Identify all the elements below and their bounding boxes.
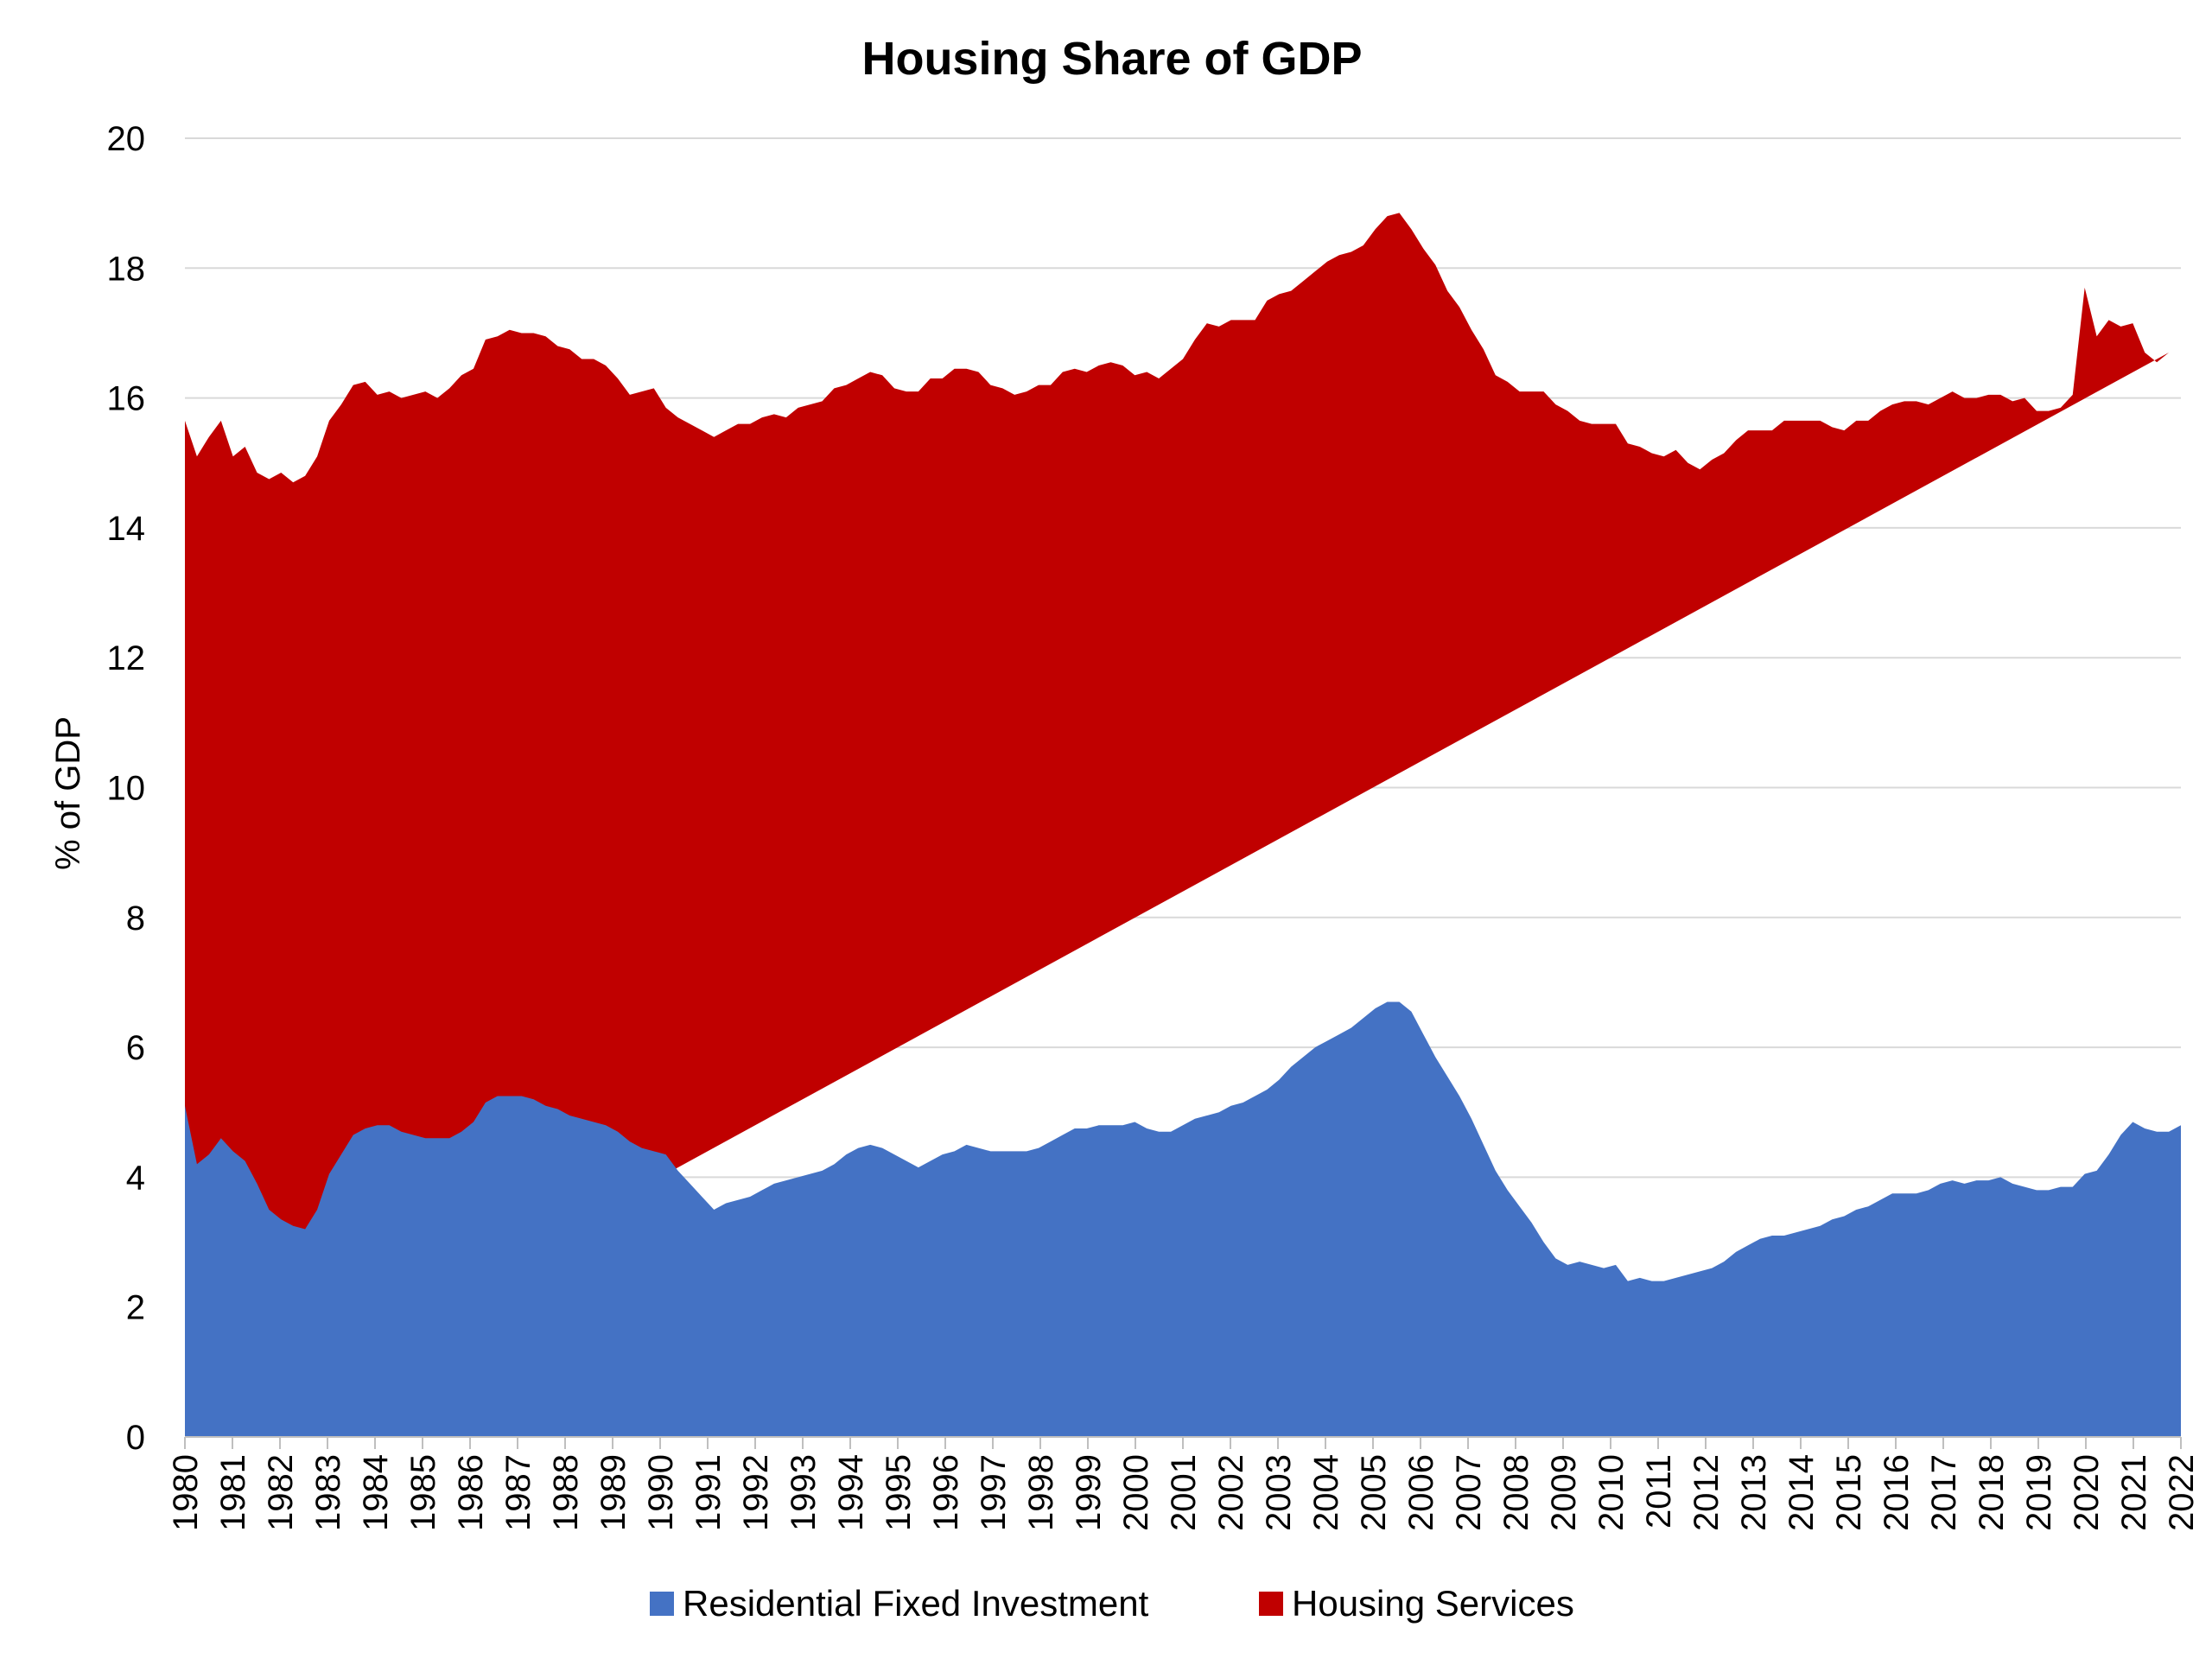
x-tick-label: 2017 bbox=[1925, 1454, 1963, 1531]
x-tick-label: 2014 bbox=[1783, 1454, 1821, 1531]
x-tick-label: 1993 bbox=[785, 1454, 823, 1531]
x-tick-label: 2012 bbox=[1688, 1454, 1726, 1531]
x-tick-label: 2010 bbox=[1592, 1454, 1630, 1531]
y-tick-label: 4 bbox=[126, 1159, 145, 1197]
y-tick-label: 12 bbox=[107, 639, 146, 677]
y-tick-label: 6 bbox=[126, 1029, 145, 1067]
x-tick-label: 1994 bbox=[832, 1454, 870, 1531]
x-tick-label: 2005 bbox=[1355, 1454, 1393, 1531]
x-tick-label: 1996 bbox=[927, 1454, 965, 1531]
x-tick-label: 1988 bbox=[547, 1454, 585, 1531]
y-tick-label: 20 bbox=[107, 120, 146, 158]
series-area-housing-services bbox=[185, 213, 2170, 1438]
legend-swatch bbox=[650, 1592, 674, 1616]
x-tick-label: 2020 bbox=[2068, 1454, 2106, 1531]
x-tick-label: 1986 bbox=[452, 1454, 490, 1531]
x-tick-label: 2022 bbox=[2163, 1454, 2201, 1531]
y-tick-label: 16 bbox=[107, 380, 146, 418]
x-tick-label: 2008 bbox=[1497, 1454, 1535, 1531]
x-tick-label: 1981 bbox=[214, 1454, 252, 1531]
legend: Residential Fixed Investment Housing Serv… bbox=[650, 1583, 1574, 1624]
x-tick-label: 1990 bbox=[642, 1454, 680, 1531]
x-tick-label: 2003 bbox=[1260, 1454, 1298, 1531]
y-axis-label: % of GDP bbox=[49, 716, 87, 870]
x-tick-label: 2009 bbox=[1545, 1454, 1583, 1531]
x-tick-label: 1984 bbox=[357, 1454, 395, 1531]
x-tick-label: 2015 bbox=[1830, 1454, 1868, 1531]
x-tick-label: 1982 bbox=[262, 1454, 300, 1531]
x-tick-label: 2007 bbox=[1450, 1454, 1488, 1531]
x-tick-label: 1995 bbox=[880, 1454, 918, 1531]
x-tick-label: 1991 bbox=[690, 1454, 728, 1531]
x-tick-label: 1987 bbox=[499, 1454, 537, 1531]
legend-label: Residential Fixed Investment bbox=[683, 1583, 1149, 1624]
x-tick-label: 2004 bbox=[1307, 1454, 1345, 1531]
legend-swatch bbox=[1259, 1592, 1283, 1616]
x-tick-label: 2013 bbox=[1735, 1454, 1773, 1531]
x-tick-label: 2018 bbox=[1973, 1454, 2011, 1531]
x-tick-label: 2002 bbox=[1212, 1454, 1250, 1531]
x-tick-label: 1999 bbox=[1070, 1454, 1108, 1531]
x-tick-label: 2021 bbox=[2115, 1454, 2153, 1531]
x-tick-label: 2001 bbox=[1165, 1454, 1203, 1531]
x-tick-label: 1980 bbox=[167, 1454, 205, 1531]
area-series bbox=[185, 213, 2181, 1438]
x-tick-label: 2000 bbox=[1117, 1454, 1155, 1531]
y-tick-label: 0 bbox=[126, 1419, 145, 1457]
x-tick-label: 2016 bbox=[1878, 1454, 1916, 1531]
y-tick-label: 18 bbox=[107, 250, 146, 288]
x-tick-label: 1992 bbox=[737, 1454, 775, 1531]
legend-label: Housing Services bbox=[1292, 1583, 1574, 1624]
y-tick-label: 8 bbox=[126, 899, 145, 938]
series-area-residential-fixed-investment bbox=[185, 1001, 2181, 1437]
x-tick-label: 2019 bbox=[2020, 1454, 2058, 1531]
x-tick-label: 1983 bbox=[309, 1454, 347, 1531]
chart-title: Housing Share of GDP bbox=[861, 33, 1362, 85]
x-tick-label: 1985 bbox=[404, 1454, 442, 1531]
x-tick-label: 1989 bbox=[594, 1454, 632, 1531]
y-tick-label: 2 bbox=[126, 1289, 145, 1327]
x-tick-label: 1997 bbox=[975, 1454, 1013, 1531]
x-tick-label: 2006 bbox=[1402, 1454, 1440, 1531]
y-tick-label: 10 bbox=[107, 770, 146, 808]
y-tick-label: 14 bbox=[107, 510, 146, 548]
x-tick-label: 2011 bbox=[1640, 1454, 1678, 1529]
x-tick-label: 1998 bbox=[1022, 1454, 1060, 1531]
